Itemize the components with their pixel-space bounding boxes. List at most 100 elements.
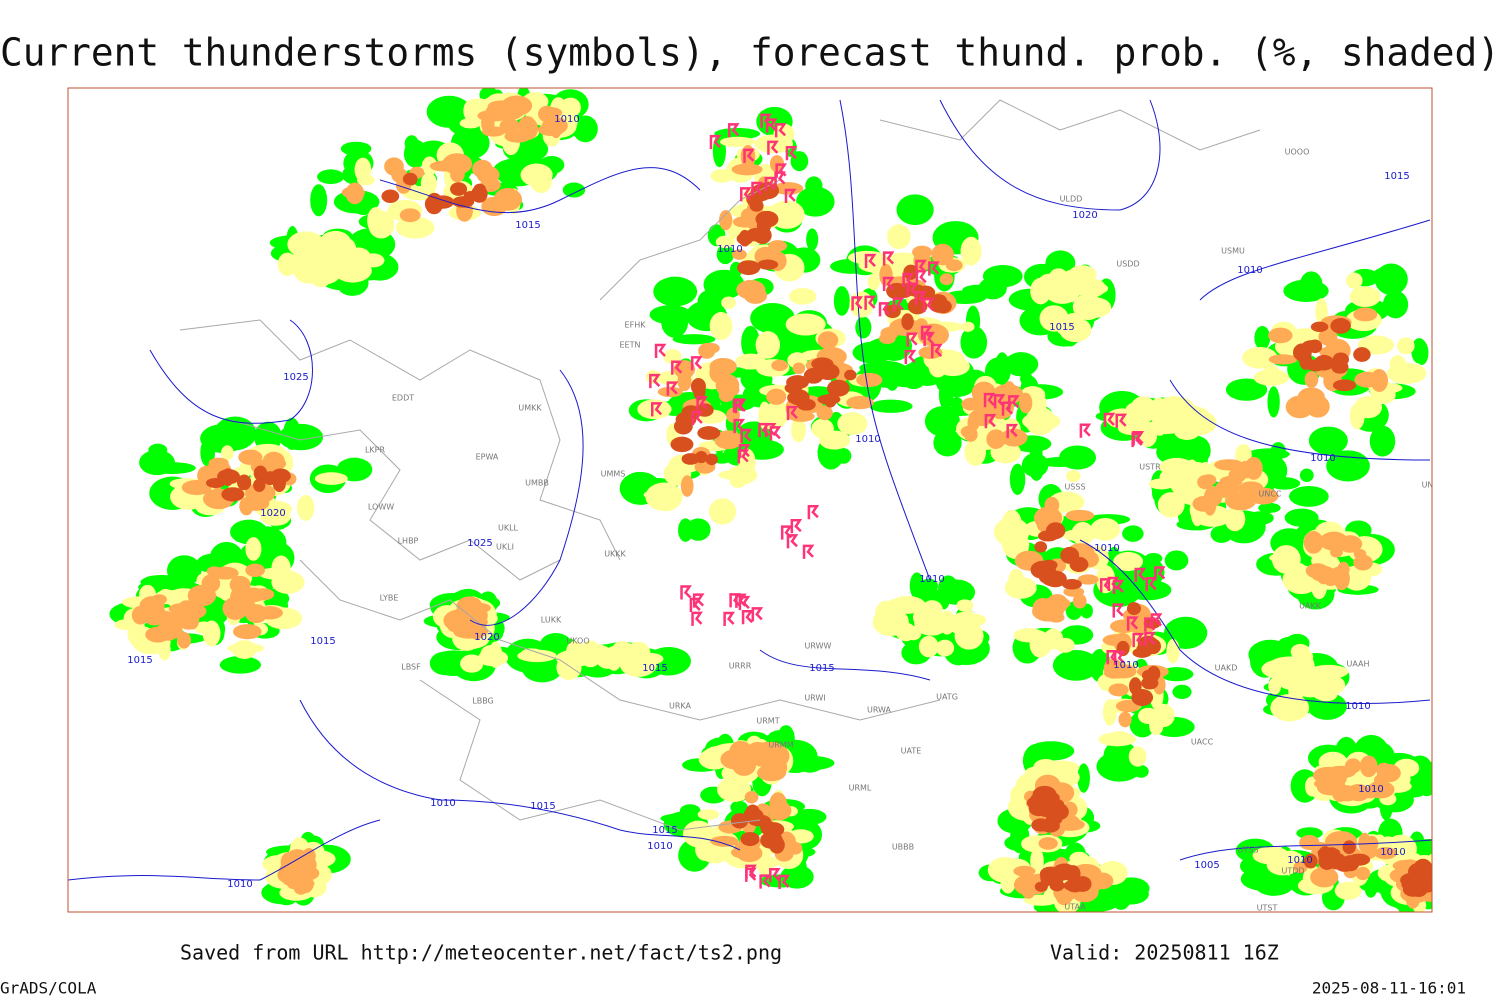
shading-cell — [749, 199, 764, 212]
shading-cell — [1369, 425, 1396, 457]
isobar-label: 1010 — [1345, 701, 1370, 712]
shading-cell — [1030, 560, 1055, 579]
shading-cell — [1065, 509, 1095, 522]
station-label: EFHK — [625, 321, 647, 330]
shading-cell — [1283, 279, 1329, 303]
shading-cell — [680, 475, 694, 497]
shading-cell — [1373, 774, 1387, 786]
shading-cell — [1103, 740, 1137, 771]
shading-cell — [1029, 436, 1043, 468]
isobar-label: 1020 — [1072, 210, 1097, 221]
shading-cell — [227, 643, 265, 654]
shading-cell — [237, 474, 252, 491]
shading-cell — [931, 243, 954, 266]
shading-cell — [429, 651, 458, 675]
shading-cell — [938, 379, 954, 411]
shading-cell — [1254, 326, 1271, 350]
shading-cell — [297, 494, 315, 521]
storm-symbol — [769, 426, 782, 441]
shading-cell — [766, 388, 787, 405]
shading-cell — [856, 372, 883, 388]
shading-cell — [1019, 392, 1033, 414]
shading-cell — [1293, 861, 1308, 874]
storm-symbol — [1126, 616, 1139, 631]
source-url: Saved from URL http://meteocenter.net/fa… — [180, 941, 782, 965]
station-label: LYBE — [380, 594, 399, 603]
shading-cell — [909, 572, 924, 600]
storm-symbol — [1112, 603, 1125, 618]
shading-cell — [961, 397, 982, 411]
shading-cell — [765, 825, 778, 844]
shading-cell — [1225, 378, 1268, 401]
shading-cell — [939, 273, 954, 286]
shading-cell — [954, 621, 984, 650]
storm-symbol — [1107, 576, 1120, 591]
shading-cell — [637, 399, 672, 420]
storm-symbol — [1008, 395, 1020, 410]
storm-symbol — [983, 392, 996, 408]
shading-cell — [1069, 556, 1089, 573]
shading-cell — [657, 386, 683, 398]
isobar-label: 1010 — [1094, 543, 1119, 554]
station-label: UKLL — [498, 524, 519, 533]
storm-symbol — [993, 394, 1006, 409]
shading-cell — [1109, 731, 1130, 742]
shading-cell — [1268, 354, 1298, 365]
shading-cell — [1307, 339, 1323, 354]
station-label: USTR — [1139, 463, 1161, 472]
storm-symbol — [735, 593, 747, 608]
shading-cell — [792, 362, 806, 375]
shading-cell — [732, 216, 758, 228]
shading-cell — [1022, 412, 1061, 431]
shading-cell — [826, 379, 850, 397]
shading-cell — [1242, 346, 1278, 369]
shading-cell — [429, 160, 459, 172]
shading-cell — [293, 242, 322, 272]
station-label: UTAA — [1064, 903, 1086, 912]
isobar-label: 1005 — [1194, 860, 1219, 871]
isobar-label: 1010 — [1358, 784, 1383, 795]
shading-cell — [232, 624, 262, 640]
isobar-label: 1015 — [310, 636, 335, 647]
shading-cell — [1267, 386, 1280, 418]
station-label: USMU — [1221, 247, 1245, 256]
shading-cell — [757, 851, 773, 877]
isobar-label: 1010 — [1287, 855, 1312, 866]
storm-symbol — [1131, 432, 1143, 447]
station-label: USSS — [1064, 483, 1085, 492]
shading-cell — [1027, 741, 1075, 761]
shading-cell — [1144, 553, 1163, 564]
shading-cell — [1136, 643, 1150, 654]
storm-symbol — [786, 405, 799, 421]
station-label: URWA — [867, 706, 892, 715]
shading-cell — [1299, 468, 1314, 482]
shading-cell — [1185, 459, 1199, 481]
shading-cell — [994, 352, 1010, 380]
shading-cell — [1172, 684, 1192, 700]
shading-cell — [710, 169, 733, 183]
shading-cell — [1026, 795, 1051, 810]
shading-cell — [1332, 379, 1357, 392]
shading-cell — [965, 305, 981, 338]
shading-cell — [885, 252, 923, 266]
shading-cell — [757, 259, 779, 270]
storm-symbol — [906, 332, 919, 347]
shading-cell — [562, 182, 586, 198]
storm-symbol — [727, 123, 740, 138]
storm-symbol — [915, 259, 927, 274]
shading-cell — [727, 465, 758, 485]
storm-symbol — [764, 176, 777, 192]
shading-cell — [705, 453, 718, 466]
isobar-label: 1015 — [515, 220, 540, 231]
storm-symbol — [1144, 631, 1156, 647]
shading-cell — [1000, 871, 1016, 894]
map-title: Current thunderstorms (symbols), forecas… — [0, 31, 1500, 75]
shading-cell — [1146, 419, 1186, 435]
shading-cell — [1296, 827, 1323, 840]
station-label: EPWA — [476, 453, 499, 462]
shading-cell — [901, 313, 914, 331]
shading-cell — [368, 210, 395, 239]
storm-symbol — [786, 534, 799, 549]
shading-cell — [1122, 525, 1144, 542]
shading-cell — [792, 808, 827, 825]
